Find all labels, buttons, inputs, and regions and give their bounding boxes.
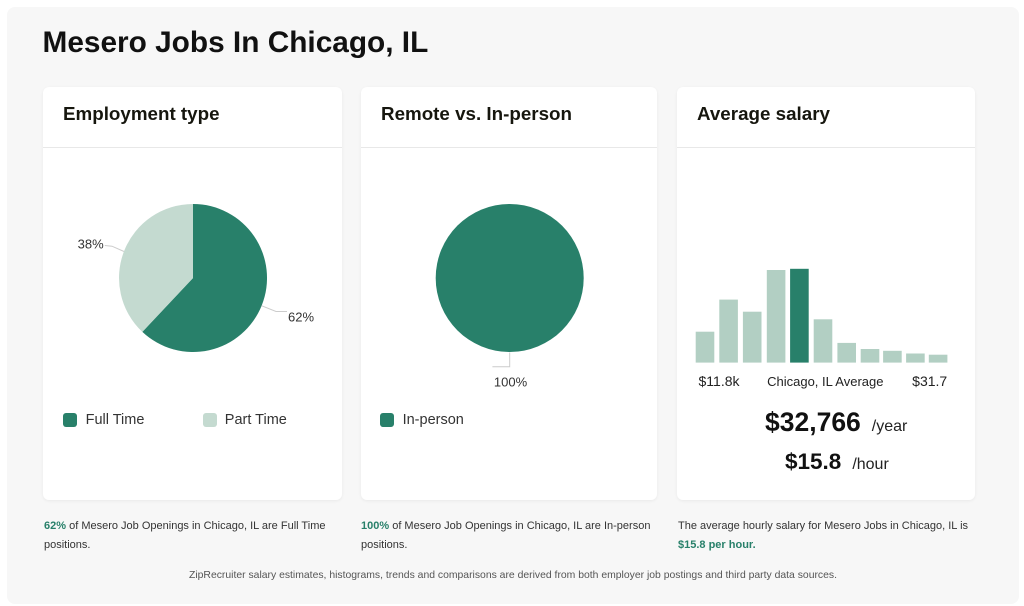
svg-text:Chicago, IL Average: Chicago, IL Average (767, 374, 883, 389)
svg-text:100%: 100% (494, 375, 528, 390)
svg-text:$11.8k: $11.8k (699, 373, 741, 389)
svg-text:$31.7: $31.7 (912, 373, 947, 389)
svg-text:62%: 62% (288, 310, 314, 325)
svg-text:38%: 38% (78, 237, 104, 252)
